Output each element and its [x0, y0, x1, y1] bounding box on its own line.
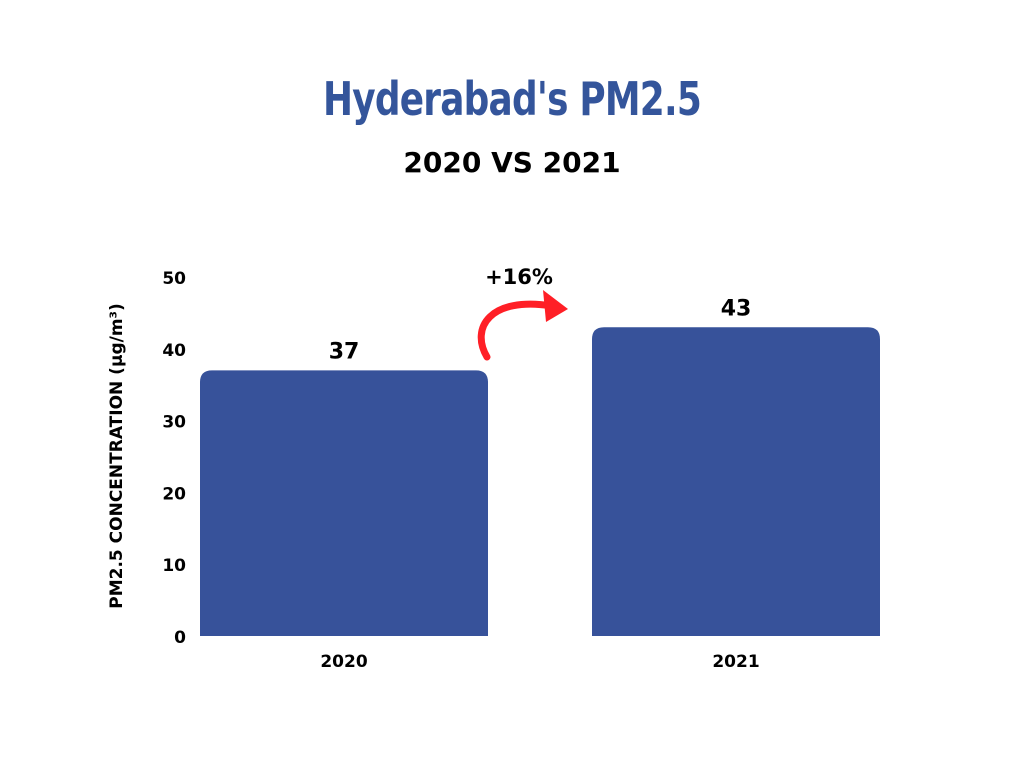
y-tick-label: 20 — [162, 484, 186, 504]
bar-2021 — [592, 327, 880, 636]
chart-subtitle: 2020 VS 2021 — [403, 146, 621, 179]
change-annotation: +16% — [477, 265, 568, 361]
x-tick-label: 2020 — [320, 652, 367, 672]
arrow-head — [543, 290, 568, 322]
x-tick-label: 2021 — [712, 652, 759, 672]
y-tick-label: 0 — [174, 628, 186, 648]
percent-change-label: +16% — [485, 265, 553, 289]
y-tick-label: 10 — [162, 556, 186, 576]
y-tick-label: 50 — [162, 269, 186, 289]
bar-2020 — [200, 370, 488, 636]
y-tick-label: 40 — [162, 341, 186, 361]
y-tick-label: 30 — [162, 413, 186, 433]
chart-title: Hyderabad's PM2.5 — [322, 72, 702, 126]
bar-value-label: 37 — [329, 339, 360, 364]
bar-value-label: 43 — [721, 296, 752, 321]
increase-arrow — [477, 300, 556, 361]
y-axis-label: PM2.5 CONCENTRATION (µg/m³) — [107, 303, 127, 609]
